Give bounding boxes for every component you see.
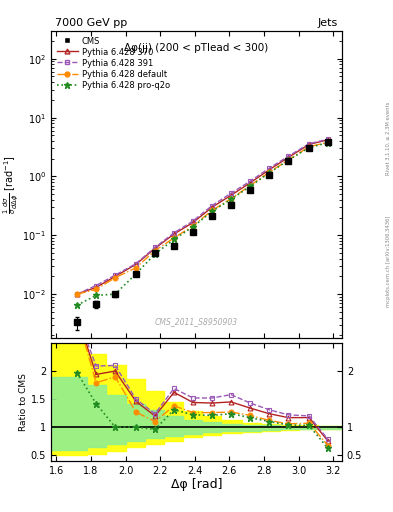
Text: Jets: Jets (318, 18, 338, 28)
Text: Δφ(jj) (200 < pTlead < 300): Δφ(jj) (200 < pTlead < 300) (124, 43, 269, 53)
Y-axis label: $\frac{1}{\sigma}\frac{d\sigma}{d\Delta\phi}$ [rad$^{-1}$]: $\frac{1}{\sigma}\frac{d\sigma}{d\Delta\… (1, 155, 20, 214)
Text: 7000 GeV pp: 7000 GeV pp (55, 18, 127, 28)
Text: mcplots.cern.ch [arXiv:1306.3436]: mcplots.cern.ch [arXiv:1306.3436] (386, 216, 391, 307)
Y-axis label: Ratio to CMS: Ratio to CMS (19, 373, 28, 431)
Text: CMS_2011_S8950903: CMS_2011_S8950903 (155, 316, 238, 326)
Text: Rivet 3.1.10, ≥ 2.3M events: Rivet 3.1.10, ≥ 2.3M events (386, 101, 391, 175)
X-axis label: Δφ [rad]: Δφ [rad] (171, 478, 222, 492)
Legend: CMS, Pythia 6.428 370, Pythia 6.428 391, Pythia 6.428 default, Pythia 6.428 pro-: CMS, Pythia 6.428 370, Pythia 6.428 391,… (55, 35, 172, 92)
